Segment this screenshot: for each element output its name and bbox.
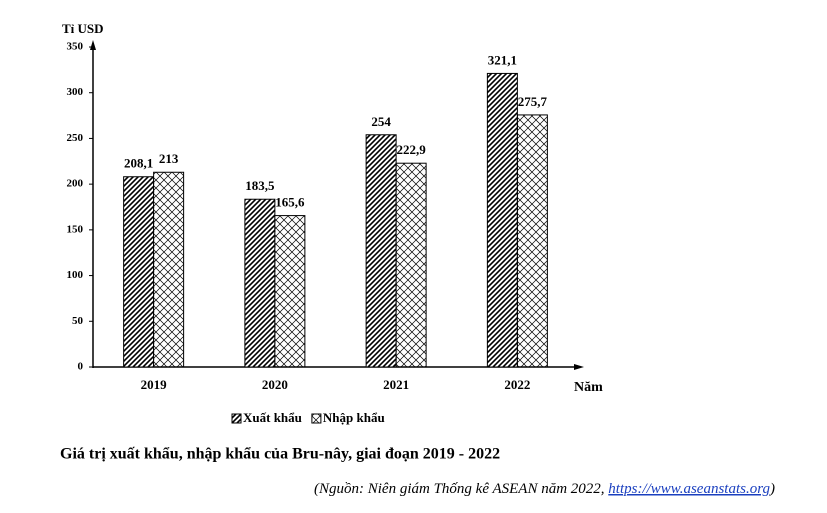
value-label: 254 — [371, 114, 391, 129]
bar — [516, 114, 548, 368]
y-tick-label: 350 — [67, 41, 84, 53]
bar — [365, 134, 397, 368]
y-axis-arrow — [90, 40, 96, 50]
chart-title: Giá trị xuất khẩu, nhập khẩu của Bru-nây… — [60, 446, 500, 463]
x-tick-label: 2019 — [141, 377, 168, 392]
source: (Nguồn: Niên giám Thống kê ASEAN năm 202… — [314, 481, 775, 497]
bar — [123, 176, 155, 368]
y-tick-label: 0 — [78, 361, 84, 373]
bar — [153, 171, 185, 368]
value-label: 213 — [159, 151, 179, 166]
x-tick-label: 2022 — [504, 377, 530, 392]
value-label: 208,1 — [124, 156, 153, 171]
bar — [486, 72, 518, 368]
value-label: 165,6 — [275, 195, 305, 210]
legend-label: Xuất khẩu — [243, 410, 302, 425]
value-label: 183,5 — [245, 178, 275, 193]
x-axis-label: Năm — [574, 380, 603, 395]
y-tick-label: 150 — [67, 223, 84, 235]
value-label: 275,7 — [518, 94, 548, 109]
y-tick-label: 100 — [67, 269, 84, 281]
bar — [244, 198, 276, 368]
source-link[interactable]: https://www.aseanstats.org — [608, 481, 770, 497]
x-tick-label: 2021 — [383, 377, 409, 392]
y-tick-label: 200 — [67, 178, 84, 190]
bar — [395, 162, 427, 368]
source-text: (Nguồn: Niên giám Thống kê ASEAN năm 202… — [314, 481, 608, 497]
x-axis-arrow — [574, 364, 584, 370]
legend-swatch — [311, 413, 322, 424]
y-tick-label: 250 — [67, 132, 84, 144]
y-tick-label: 300 — [67, 86, 84, 98]
bar — [274, 215, 306, 368]
value-label: 222,9 — [397, 142, 427, 157]
x-tick-label: 2020 — [262, 377, 288, 392]
legend-label: Nhập khẩu — [323, 410, 385, 425]
y-axis-label: Tỉ USD — [62, 21, 104, 36]
y-tick-label: 50 — [72, 315, 84, 327]
value-label: 321,1 — [488, 52, 517, 67]
legend-swatch — [231, 413, 242, 424]
source-end: ) — [769, 481, 775, 497]
